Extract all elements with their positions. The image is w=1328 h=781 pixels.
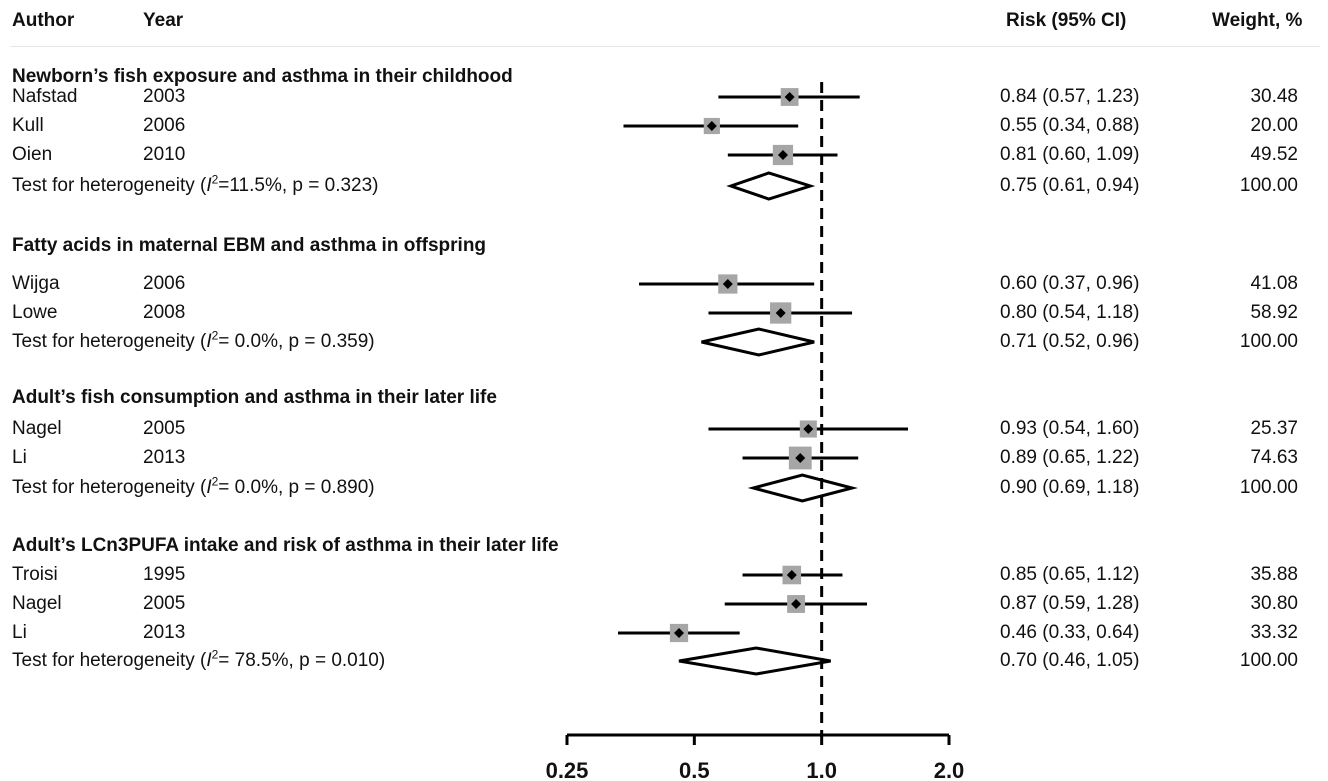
study-author: Li [12,622,27,643]
group-title: Fatty acids in maternal EBM and asthma i… [12,235,487,256]
study-author: Nafstad [12,86,78,107]
point-estimate [706,121,717,131]
heterogeneity-label: Test for heterogeneity (I2= 0.0%, p = 0.… [12,474,375,499]
study-author: Lowe [12,302,58,323]
study-risk-ci: 0.81 (0.60, 1.09) [1000,144,1140,165]
study-risk-ci: 0.89 (0.65, 1.22) [1000,447,1140,468]
study-weight: 20.00 [1250,115,1298,136]
study-weight: 49.52 [1250,144,1298,165]
study-risk-ci: 0.46 (0.33, 0.64) [1000,622,1140,643]
study-risk-ci: 0.60 (0.37, 0.96) [1000,273,1140,294]
header-weight: Weight, % [1212,10,1303,31]
x-tick-label: 0.5 [679,758,710,781]
study-weight: 33.32 [1250,622,1298,643]
study-author: Kull [12,115,44,136]
heterogeneity-label-suffix: = 0.0%, p = 0.359) [218,331,375,352]
point-estimate [791,599,802,609]
x-tick-label: 2.0 [934,758,965,781]
study-weight: 74.63 [1250,447,1298,468]
group-title: Newborn’s fish exposure and asthma in th… [12,66,513,87]
study-author: Nagel [12,418,62,439]
pooled-weight: 100.00 [1239,650,1298,671]
point-estimate [786,570,797,580]
heterogeneity-i2-symbol: I [206,650,212,671]
point-estimate [803,424,814,434]
pooled-diamond [726,171,816,201]
point-estimate [722,279,733,289]
study-year: 2006 [143,115,186,136]
heterogeneity-i2-symbol: I [206,331,212,352]
study-author: Wijga [12,273,60,294]
pooled-diamond [747,473,859,503]
study-author: Oien [12,144,53,165]
heterogeneity-label: Test for heterogeneity (I2=11.5%, p = 0.… [12,172,379,197]
heterogeneity-label: Test for heterogeneity (I2= 0.0%, p = 0.… [12,328,375,353]
study-weight: 30.48 [1250,86,1298,107]
study-weight: 25.37 [1250,418,1298,439]
heterogeneity-label-suffix: = 0.0%, p = 0.890) [218,477,375,498]
heterogeneity-label-suffix: =11.5%, p = 0.323) [218,175,379,196]
heterogeneity-label-prefix: Test for heterogeneity ( [12,650,207,671]
study-weight: 58.92 [1250,302,1298,323]
study-author: Li [12,447,27,468]
header-year: Year [143,10,184,31]
study-year: 2010 [143,144,186,165]
point-estimate [784,92,795,102]
pooled-risk-ci: 0.75 (0.61, 0.94) [1000,175,1140,196]
pooled-risk-ci: 0.71 (0.52, 0.96) [1000,331,1140,352]
header-divider [10,46,1320,47]
pooled-risk-ci: 0.70 (0.46, 1.05) [1000,650,1140,671]
header-author: Author [12,10,75,31]
study-risk-ci: 0.85 (0.65, 1.12) [1000,564,1140,585]
study-author: Troisi [12,564,58,585]
study-year: 2013 [143,447,186,468]
group-title: Adult’s LCn3PUFA intake and risk of asth… [12,535,559,556]
heterogeneity-label-suffix: = 78.5%, p = 0.010) [218,650,386,671]
study-year: 2005 [143,418,186,439]
study-weight: 35.88 [1250,564,1298,585]
heterogeneity-label-prefix: Test for heterogeneity ( [12,331,207,352]
study-year: 1995 [143,564,186,585]
study-risk-ci: 0.93 (0.54, 1.60) [1000,418,1140,439]
x-tick-label: 1.0 [806,758,837,781]
pooled-weight: 100.00 [1239,477,1298,498]
heterogeneity-label-prefix: Test for heterogeneity ( [12,175,207,196]
heterogeneity-label-prefix: Test for heterogeneity ( [12,477,207,498]
heterogeneity-sup: 2 [211,328,219,343]
study-risk-ci: 0.84 (0.57, 1.23) [1000,86,1140,107]
study-author: Nagel [12,593,62,614]
study-year: 2008 [143,302,186,323]
study-year: 2003 [143,86,186,107]
study-weight: 41.08 [1250,273,1298,294]
point-estimate [777,150,788,160]
pooled-diamond [701,327,815,357]
pooled-risk-ci: 0.90 (0.69, 1.18) [1000,477,1140,498]
heterogeneity-i2-symbol: I [206,175,212,196]
heterogeneity-sup: 2 [211,172,219,187]
heterogeneity-i2-symbol: I [206,477,212,498]
heterogeneity-sup: 2 [211,474,219,489]
pooled-weight: 100.00 [1239,331,1298,352]
point-estimate [795,453,806,463]
heterogeneity-label: Test for heterogeneity (I2= 78.5%, p = 0… [12,647,386,672]
study-weight: 30.80 [1250,593,1298,614]
study-year: 2013 [143,622,186,643]
heterogeneity-sup: 2 [211,647,219,662]
study-year: 2005 [143,593,186,614]
point-estimate [674,628,685,638]
point-estimate [775,308,786,318]
study-risk-ci: 0.87 (0.59, 1.28) [1000,593,1140,614]
x-tick-label: 0.25 [546,758,589,781]
pooled-diamond [678,646,831,676]
pooled-weight: 100.00 [1239,175,1298,196]
header-risk: Risk (95% CI) [1006,10,1127,31]
study-year: 2006 [143,273,186,294]
group-title: Adult’s fish consumption and asthma in t… [12,387,497,408]
study-risk-ci: 0.80 (0.54, 1.18) [1000,302,1140,323]
study-risk-ci: 0.55 (0.34, 0.88) [1000,115,1140,136]
